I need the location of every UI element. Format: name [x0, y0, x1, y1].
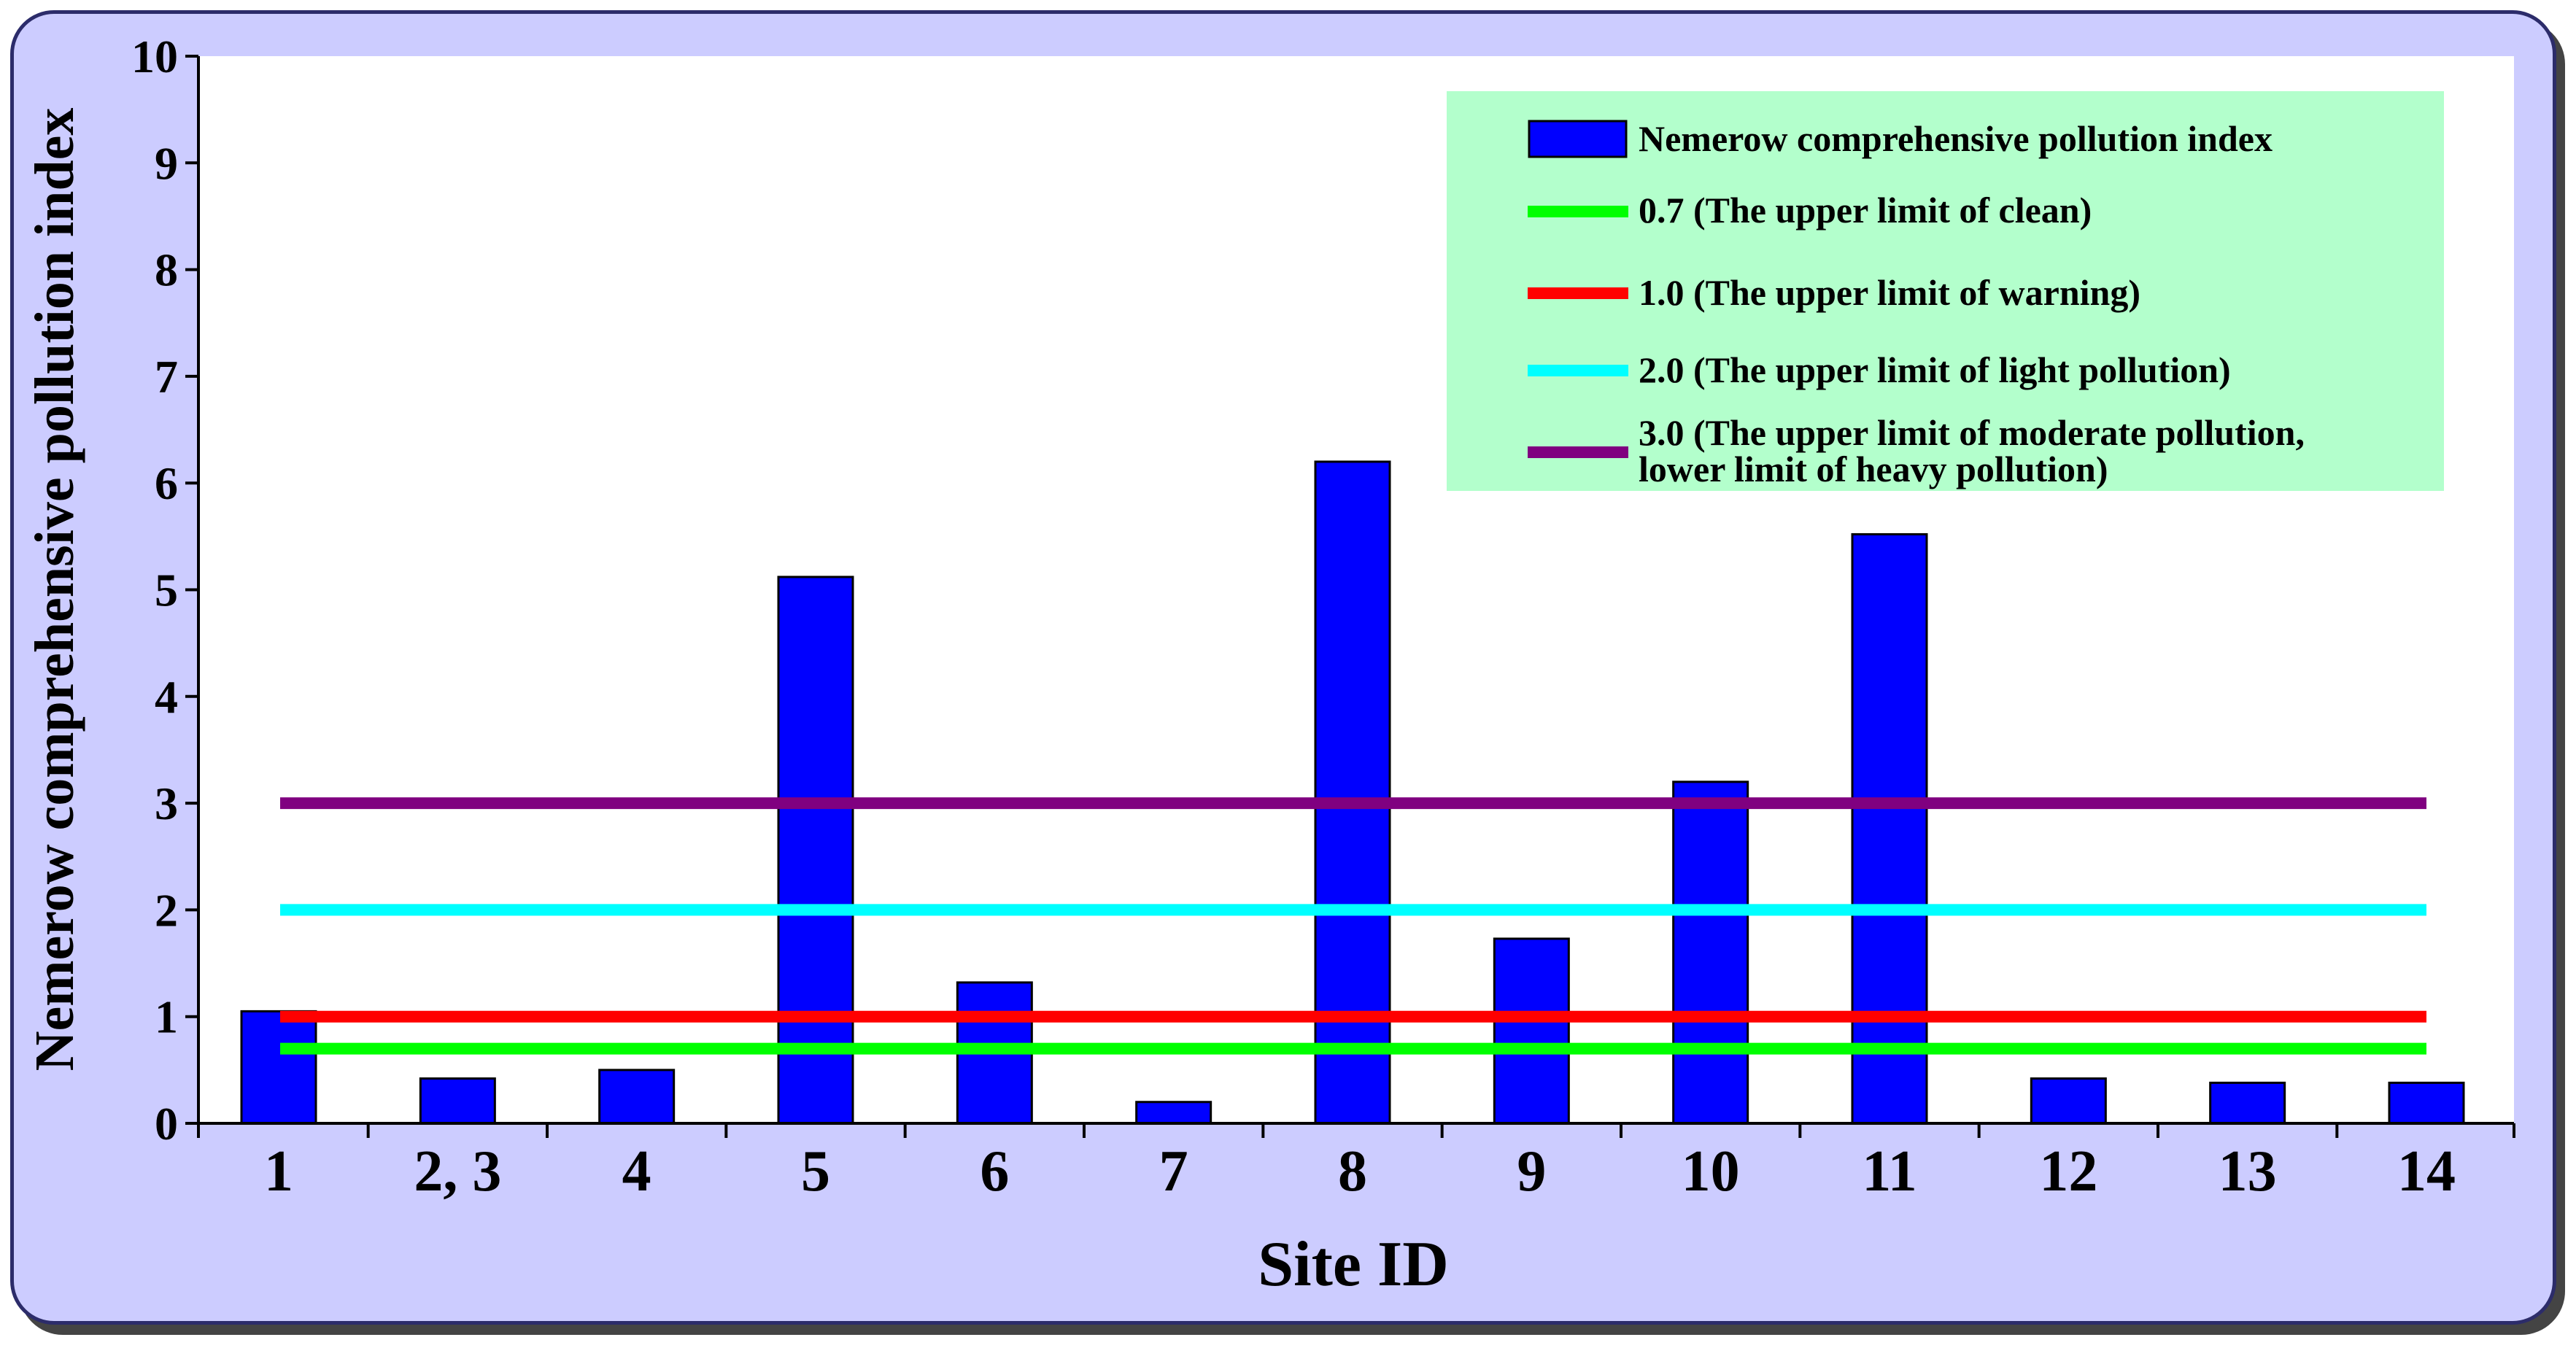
bar-2: [419, 1077, 496, 1125]
x-tick-label: 2, 3: [414, 1139, 501, 1204]
y-tick-label: 7: [155, 351, 178, 403]
y-tick-label: 6: [155, 457, 178, 509]
bar-3: [598, 1069, 676, 1125]
bar-11: [2030, 1077, 2107, 1125]
axes: [185, 55, 2515, 1138]
x-tick-label: 1: [264, 1139, 293, 1204]
x-tick-label: 10: [1682, 1139, 1740, 1204]
y-tick-label: 0: [155, 1098, 178, 1150]
legend-swatch-bar: [1528, 120, 1628, 158]
reference-lines: [280, 797, 2426, 1055]
x-tick-label: 9: [1517, 1139, 1546, 1204]
legend-label-light: 2.0 (The upper limit of light pollution): [1639, 349, 2231, 390]
x-tick-label: 8: [1338, 1139, 1367, 1204]
y-tick-label: 1: [155, 991, 178, 1043]
x-tick-label: 4: [622, 1139, 651, 1204]
x-tick-label: 13: [2219, 1139, 2277, 1204]
legend-label-bars: Nemerow comprehensive pollution index: [1639, 118, 2273, 159]
y-tick-label: 3: [155, 778, 178, 829]
y-tick-label: 4: [155, 671, 178, 723]
x-axis-title: Site ID: [1258, 1229, 1449, 1300]
x-tick-label: 14: [2397, 1139, 2456, 1204]
legend-label-moderate-line2: lower limit of heavy pollution): [1639, 449, 2108, 489]
bar-6: [1135, 1101, 1212, 1125]
y-tick-label: 9: [155, 137, 178, 189]
y-axis-title: Nemerow comprehensive pollution index: [24, 108, 85, 1072]
bar-10: [1851, 532, 1928, 1125]
legend: Nemerow comprehensive pollution index 0.…: [1447, 91, 2444, 491]
y-tick-labels: 0 1 2 3 4 5 6 7 8 9 10: [131, 31, 178, 1150]
bar-1: [240, 1010, 317, 1125]
legend-label-clean: 0.7 (The upper limit of clean): [1639, 190, 2092, 231]
bar-4: [777, 576, 854, 1125]
x-tick-label: 7: [1159, 1139, 1188, 1204]
bar-7: [1314, 460, 1391, 1125]
x-tick-labels: 1 2, 3 4 5 6 7 8 9 10 11 12 13 14: [264, 1139, 2456, 1204]
y-tick-label: 10: [131, 31, 178, 82]
y-tick-label: 5: [155, 565, 178, 616]
x-tick-label: 12: [2039, 1139, 2097, 1204]
bars: [240, 460, 2465, 1125]
legend-label-moderate-line1: 3.0 (The upper limit of moderate polluti…: [1639, 412, 2305, 453]
y-tick-label: 2: [155, 884, 178, 936]
x-tick-label: 6: [980, 1139, 1009, 1204]
bar-12: [2209, 1081, 2286, 1125]
bar-9: [1672, 780, 1749, 1125]
legend-label-warning: 1.0 (The upper limit of warning): [1639, 272, 2140, 313]
y-tick-label: 8: [155, 244, 178, 296]
x-tick-label: 5: [801, 1139, 830, 1204]
bar-8: [1493, 937, 1570, 1125]
bar-13: [2388, 1081, 2465, 1125]
x-tick-label: 11: [1862, 1139, 1917, 1204]
